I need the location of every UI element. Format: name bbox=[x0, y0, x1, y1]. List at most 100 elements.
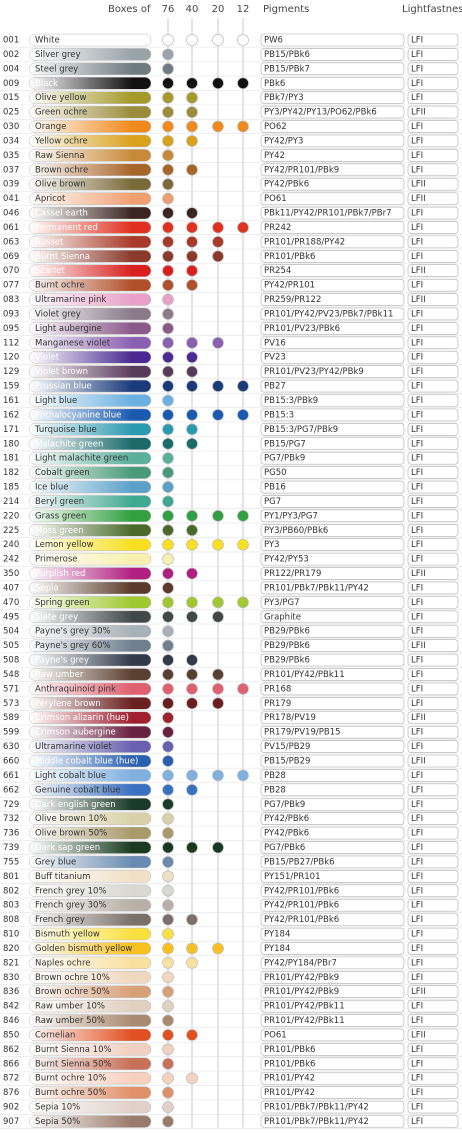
color-code: 589 bbox=[3, 713, 19, 723]
box-dot bbox=[162, 207, 174, 219]
color-name: Silver grey bbox=[35, 50, 81, 60]
box-dot bbox=[162, 466, 174, 479]
color-code: 573 bbox=[3, 699, 19, 709]
lightfastness: LFI bbox=[411, 324, 423, 334]
pigments: PV16 bbox=[264, 338, 286, 348]
lightfastness-box bbox=[407, 120, 459, 133]
pigments: PR178/PV19 bbox=[264, 713, 316, 723]
box-dot bbox=[162, 668, 174, 681]
boxes-header: Boxes of bbox=[108, 4, 151, 15]
lightfastness-box bbox=[407, 1014, 459, 1027]
box-dot bbox=[162, 510, 174, 522]
color-swatch bbox=[28, 307, 152, 321]
color-swatch bbox=[28, 1043, 152, 1056]
color-swatch bbox=[28, 1086, 152, 1099]
pigment-box bbox=[260, 682, 405, 696]
pigment-box bbox=[260, 120, 405, 133]
color-name: Scarlet bbox=[35, 266, 65, 276]
pigments: PY3 bbox=[264, 540, 280, 550]
pigment-box bbox=[260, 149, 405, 162]
box-dot bbox=[162, 697, 174, 710]
box-dot bbox=[186, 654, 198, 666]
box-dot bbox=[162, 409, 174, 421]
pigments: PR101/PBk6 bbox=[264, 1045, 315, 1055]
color-code: 077 bbox=[3, 281, 19, 291]
pigments: PY42/PR101 bbox=[264, 281, 315, 291]
color-name: Sepia 50% bbox=[35, 1117, 80, 1127]
color-swatch bbox=[28, 567, 152, 580]
color-name: Cobalt green bbox=[35, 468, 90, 478]
lightfastness: LFI bbox=[411, 771, 423, 781]
lightfastness: LFI bbox=[411, 958, 423, 968]
box-dot bbox=[212, 538, 224, 551]
lightfastness-box bbox=[407, 639, 459, 652]
color-name: Light malachite green bbox=[35, 454, 128, 464]
box-size-header: 76 bbox=[162, 4, 175, 15]
color-code: 504 bbox=[3, 627, 19, 637]
lightfastness: LFI bbox=[411, 1074, 423, 1084]
lightfastness: LFII bbox=[411, 266, 426, 276]
pigments: PB16 bbox=[264, 483, 286, 493]
color-code: 063 bbox=[3, 237, 19, 247]
box-dot bbox=[162, 351, 174, 364]
pigments: PY42/PR101/PBk6 bbox=[264, 886, 339, 896]
color-code: 505 bbox=[3, 641, 19, 651]
pigment-box bbox=[260, 812, 405, 825]
box-dot bbox=[186, 91, 198, 104]
color-swatch bbox=[28, 624, 152, 638]
box-dot bbox=[162, 120, 174, 133]
pigments: PB15/PBk7 bbox=[264, 64, 310, 74]
color-code: 002 bbox=[3, 50, 19, 60]
lightfastness: LFII bbox=[411, 194, 426, 204]
color-code: 876 bbox=[3, 1088, 19, 1098]
box-dot bbox=[162, 178, 174, 191]
color-name: Light blue bbox=[35, 396, 77, 406]
color-swatch bbox=[28, 870, 152, 883]
lightfastness: LFI bbox=[411, 439, 423, 449]
color-name: Burnt ochre 50% bbox=[35, 1088, 106, 1098]
box-dot bbox=[162, 279, 174, 291]
pigment-box bbox=[260, 870, 405, 883]
pigments: PR101/PY42 bbox=[264, 1074, 315, 1084]
lightfastness-box bbox=[407, 653, 459, 667]
lightfastness-box bbox=[407, 149, 459, 162]
color-code: 159 bbox=[3, 382, 19, 392]
box-dot bbox=[162, 740, 174, 753]
color-swatch bbox=[28, 798, 152, 811]
lightfastness: LFI bbox=[411, 50, 423, 60]
color-swatch bbox=[28, 336, 152, 350]
box-dot bbox=[212, 596, 224, 609]
lightfastness-box bbox=[407, 1028, 459, 1042]
pigment-box bbox=[260, 451, 405, 465]
lightfastness: LFI bbox=[411, 165, 423, 175]
lightfastness: LFI bbox=[411, 785, 423, 795]
box-dot bbox=[162, 149, 174, 162]
color-swatch bbox=[28, 206, 152, 220]
color-swatch bbox=[28, 754, 152, 768]
color-name: French grey 30% bbox=[35, 901, 107, 911]
pigment-box bbox=[260, 841, 405, 854]
color-swatch bbox=[28, 278, 152, 292]
lightfastness-box bbox=[407, 192, 459, 205]
box-dot bbox=[162, 221, 174, 234]
pigment-box bbox=[260, 1057, 405, 1071]
color-name: White bbox=[35, 36, 60, 46]
pigments: PR101/PY42 bbox=[264, 1088, 315, 1098]
box-dot bbox=[162, 625, 174, 638]
lightfastness: LFI bbox=[411, 223, 423, 233]
lightfastness: LFI bbox=[411, 555, 423, 565]
lightfastness-box bbox=[407, 523, 459, 537]
color-name: Black bbox=[35, 79, 58, 89]
pigment-box bbox=[260, 523, 405, 537]
color-code: 729 bbox=[3, 800, 19, 810]
lightfastness-box bbox=[407, 870, 459, 883]
pigment-box bbox=[260, 1100, 405, 1114]
color-code: 225 bbox=[3, 526, 19, 536]
color-code: 836 bbox=[3, 987, 19, 997]
color-name: Purplish red bbox=[35, 569, 85, 579]
box-dot bbox=[212, 668, 224, 681]
color-code: 872 bbox=[3, 1074, 19, 1084]
color-code: 548 bbox=[3, 670, 19, 680]
box-dot bbox=[186, 207, 198, 219]
pigments: PR101/PY42/PBk11 bbox=[264, 1002, 345, 1012]
